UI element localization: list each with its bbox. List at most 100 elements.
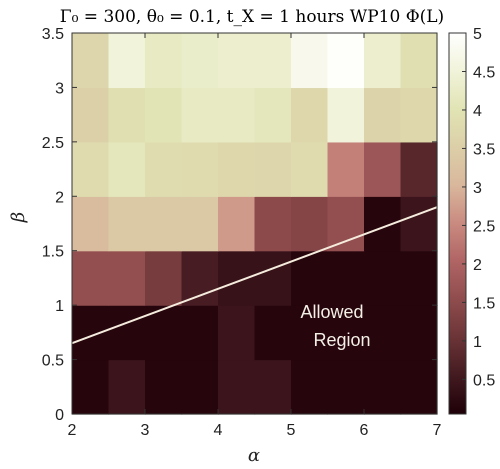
heatmap-cell (145, 87, 183, 143)
colorbar-tick-label: 2.5 (473, 218, 495, 235)
colorbar-tick-label: 4 (473, 103, 482, 120)
heatmap-cell (181, 87, 219, 143)
heatmap-cell (108, 359, 146, 415)
annotation-line-2: Region (313, 330, 370, 350)
heatmap-cell (327, 305, 365, 361)
heatmap-cell (181, 359, 219, 415)
heatmap-cell (400, 250, 438, 306)
heatmap-cell (72, 141, 110, 197)
colorbar-tick-label: 5 (473, 26, 482, 43)
y-axis-label: β (8, 212, 29, 223)
y-tick-label: 3 (55, 80, 64, 97)
chart-title: Γ₀ = 300, θ₀ = 0.1, t_X = 1 hours WP10 Φ… (60, 7, 444, 27)
heatmap-cell (327, 33, 365, 89)
heatmap-cell (145, 33, 183, 89)
colorbar-tick-label: 4.5 (473, 64, 495, 81)
colorbar-tick-label: 3.5 (473, 141, 495, 158)
colorbar-tick-label: 1 (473, 334, 482, 351)
x-axis: 2 3 4 5 6 7 (68, 33, 442, 439)
x-tick-label: 6 (360, 422, 369, 439)
heatmap-cell (218, 196, 256, 252)
heatmap-cell (291, 87, 329, 143)
heatmap-cell (145, 196, 183, 252)
heatmap-cell (108, 250, 146, 306)
y-tick-label: 1 (55, 298, 64, 315)
heatmap-cell (364, 250, 402, 306)
heatmap-cell (291, 141, 329, 197)
heatmap-cells (72, 33, 438, 415)
heatmap-cell (145, 141, 183, 197)
heatmap-cell (254, 359, 292, 415)
heatmap-cell (254, 33, 292, 89)
colorbar-tick-label: 2 (473, 257, 482, 274)
x-tick-label: 3 (141, 422, 150, 439)
heatmap-cell (254, 250, 292, 306)
heatmap-cell (400, 305, 438, 361)
heatmap-cell (218, 305, 256, 361)
heatmap-cell (218, 87, 256, 143)
heatmap-cell (181, 33, 219, 89)
heatmap-cell (327, 141, 365, 197)
y-tick-label: 0 (55, 407, 64, 424)
heatmap-cell (72, 359, 110, 415)
heatmap-cell (254, 196, 292, 252)
heatmap-cell (108, 196, 146, 252)
annotation-line-1: Allowed (300, 302, 363, 322)
heatmap-cell (364, 33, 402, 89)
x-tick-label: 7 (433, 422, 442, 439)
heatmap-cell (218, 359, 256, 415)
heatmap-cell (327, 87, 365, 143)
heatmap-cell (364, 87, 402, 143)
heatmap-cell (327, 359, 365, 415)
y-tick-label: 0.5 (42, 353, 64, 370)
heatmap-cell (254, 141, 292, 197)
heatmap-cell (400, 87, 438, 143)
heatmap-cell (72, 33, 110, 89)
heatmap-cell (400, 141, 438, 197)
colorbar-tick-label: 3 (473, 180, 482, 197)
heatmap-cell (327, 196, 365, 252)
heatmap-cell (108, 33, 146, 89)
heatmap-cell (72, 250, 110, 306)
heatmap-cell (327, 250, 365, 306)
heatmap-cell (181, 141, 219, 197)
heatmap-cell (108, 305, 146, 361)
heatmap-cell (218, 33, 256, 89)
y-axis: 0 0.5 1 1.5 2 2.5 3 3.5 (42, 26, 437, 424)
colorbar-tick-label: 0.5 (473, 372, 495, 389)
heatmap-cell (400, 359, 438, 415)
y-tick-label: 2.5 (42, 135, 64, 152)
colorbar-ticks: 0.5 1 1.5 2 2.5 3 3.5 4 4.5 5 (462, 26, 495, 389)
colorbar (448, 32, 467, 415)
heatmap-cell (291, 359, 329, 415)
heatmap-cell (145, 250, 183, 306)
heatmap-cell (254, 305, 292, 361)
heatmap-cell (291, 196, 329, 252)
x-tick-label: 5 (287, 422, 296, 439)
boundary-line (71, 206, 438, 345)
colorbar-tick-label: 1.5 (473, 295, 495, 312)
heatmap-cell (145, 359, 183, 415)
heatmap-cell (400, 33, 438, 89)
heatmap-cell (72, 87, 110, 143)
plot-frame (71, 32, 438, 415)
heatmap-cell (72, 196, 110, 252)
heatmap-cell (218, 250, 256, 306)
heatmap-cell (181, 305, 219, 361)
heatmap-cell (181, 250, 219, 306)
y-tick-label: 2 (55, 189, 64, 206)
x-tick-label: 2 (68, 422, 77, 439)
heatmap-cell (400, 196, 438, 252)
heatmap-cell (181, 196, 219, 252)
heatmap-cell (218, 141, 256, 197)
heatmap-cell (72, 305, 110, 361)
heatmap-cell (291, 305, 329, 361)
heatmap-cell (254, 87, 292, 143)
x-tick-label: 4 (214, 422, 223, 439)
heatmap-cell (364, 359, 402, 415)
heatmap-cell (364, 141, 402, 197)
y-tick-label: 3.5 (42, 26, 64, 43)
x-axis-label: α (248, 445, 260, 466)
heatmap-cell (364, 305, 402, 361)
